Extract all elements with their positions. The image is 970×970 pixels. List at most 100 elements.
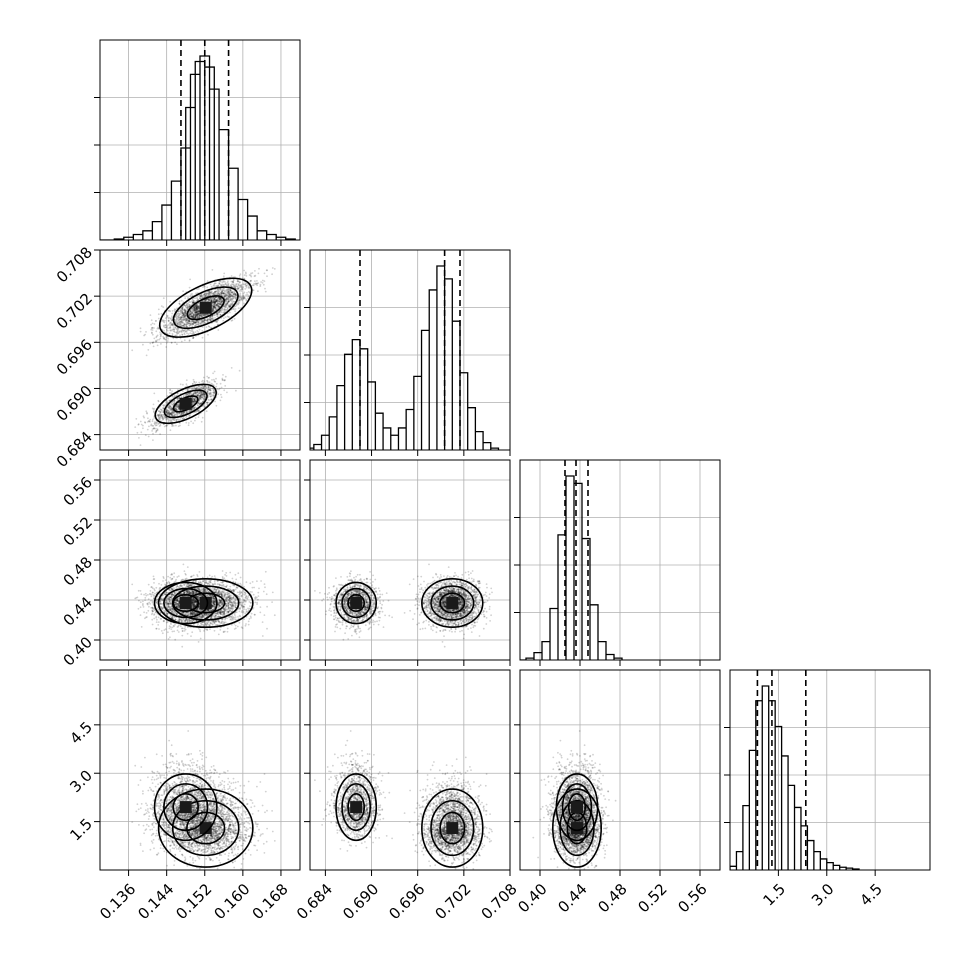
scatter-point <box>147 435 150 438</box>
scatter-point <box>176 331 179 333</box>
scatter-point <box>195 314 198 317</box>
scatter-point <box>214 302 217 304</box>
scatter-point <box>237 288 240 290</box>
scatter-point <box>157 313 160 316</box>
scatter-point <box>180 413 183 416</box>
scatter-point <box>193 307 196 309</box>
scatter-point <box>173 412 175 414</box>
scatter-point <box>223 305 226 308</box>
scatter-point <box>229 293 231 296</box>
scatter-point <box>184 317 187 320</box>
scatter-point <box>216 304 219 306</box>
scatter-point <box>217 290 220 293</box>
scatter-point <box>166 409 169 412</box>
scatter-point <box>240 285 243 288</box>
scatter-point <box>219 313 222 316</box>
scatter-point <box>245 285 248 287</box>
scatter-point <box>145 354 148 357</box>
scatter-point <box>218 303 221 306</box>
scatter-point <box>170 413 172 415</box>
scatter-point <box>194 316 197 319</box>
scatter-point <box>208 388 210 391</box>
scatter-point <box>175 418 178 421</box>
scatter-point <box>195 315 198 318</box>
scatter-point <box>184 305 187 308</box>
scatter-point <box>189 320 191 323</box>
scatter-point <box>200 387 203 389</box>
scatter-point <box>172 403 174 405</box>
scatter-point <box>150 424 152 427</box>
scatter-point <box>192 393 195 396</box>
scatter-point <box>187 319 190 322</box>
scatter-point <box>176 332 179 335</box>
scatter-point <box>187 302 190 305</box>
scatter-point <box>201 336 204 339</box>
scatter-point <box>195 314 198 316</box>
scatter-point <box>184 312 187 315</box>
scatter-point <box>197 409 200 412</box>
scatter-point <box>228 295 231 298</box>
scatter-point <box>240 285 243 288</box>
scatter-point <box>212 308 215 311</box>
scatter-point <box>165 409 168 411</box>
scatter-point <box>194 311 197 313</box>
scatter-point <box>232 278 235 281</box>
scatter-point <box>211 293 214 295</box>
scatter-point <box>190 309 192 312</box>
scatter-point <box>211 298 214 301</box>
scatter-point <box>225 303 228 306</box>
scatter-point <box>193 399 196 402</box>
scatter-point <box>169 412 172 415</box>
scatter-point <box>213 300 216 303</box>
scatter-point <box>181 319 183 322</box>
scatter-point <box>192 401 195 403</box>
scatter-point <box>217 285 220 287</box>
scatter-point <box>191 299 194 301</box>
scatter-point <box>167 406 170 409</box>
scatter-point <box>203 319 206 322</box>
scatter-point <box>183 411 186 414</box>
scatter-point <box>205 313 208 316</box>
scatter-point <box>220 309 223 312</box>
scatter-point <box>195 308 198 311</box>
scatter-point <box>221 290 224 293</box>
scatter-point <box>199 394 202 397</box>
scatter-point <box>188 322 190 325</box>
scatter-point <box>199 396 202 399</box>
scatter-point <box>155 424 158 427</box>
scatter-point <box>186 325 188 328</box>
scatter-point <box>231 291 234 294</box>
scatter-point <box>212 394 215 397</box>
scatter-point <box>160 334 162 337</box>
scatter-point <box>205 292 207 295</box>
scatter-point <box>220 284 223 286</box>
scatter-point <box>207 385 210 388</box>
scatter-point <box>176 322 179 325</box>
scatter-point <box>216 313 219 315</box>
scatter-point <box>232 293 235 296</box>
scatter-point <box>210 298 213 300</box>
scatter-point <box>186 321 189 323</box>
scatter-point <box>190 313 193 316</box>
scatter-point <box>154 427 157 430</box>
scatter-point <box>177 328 179 330</box>
scatter-point <box>196 308 198 311</box>
scatter-point <box>173 630 176 633</box>
scatter-point <box>182 324 185 327</box>
scatter-point <box>232 281 235 284</box>
scatter-point <box>188 320 191 323</box>
scatter-point <box>257 282 260 284</box>
scatter-point <box>199 295 202 298</box>
scatter-point <box>214 282 217 285</box>
scatter-point <box>204 319 207 322</box>
scatter-point <box>170 407 173 410</box>
scatter-point <box>214 317 216 319</box>
scatter-point <box>171 395 174 398</box>
scatter-point <box>194 397 197 400</box>
scatter-point <box>194 392 197 395</box>
scatter-point <box>167 405 170 408</box>
scatter-point <box>192 307 195 310</box>
scatter-point <box>223 308 226 311</box>
scatter-point <box>219 313 222 316</box>
scatter-point <box>199 395 202 398</box>
